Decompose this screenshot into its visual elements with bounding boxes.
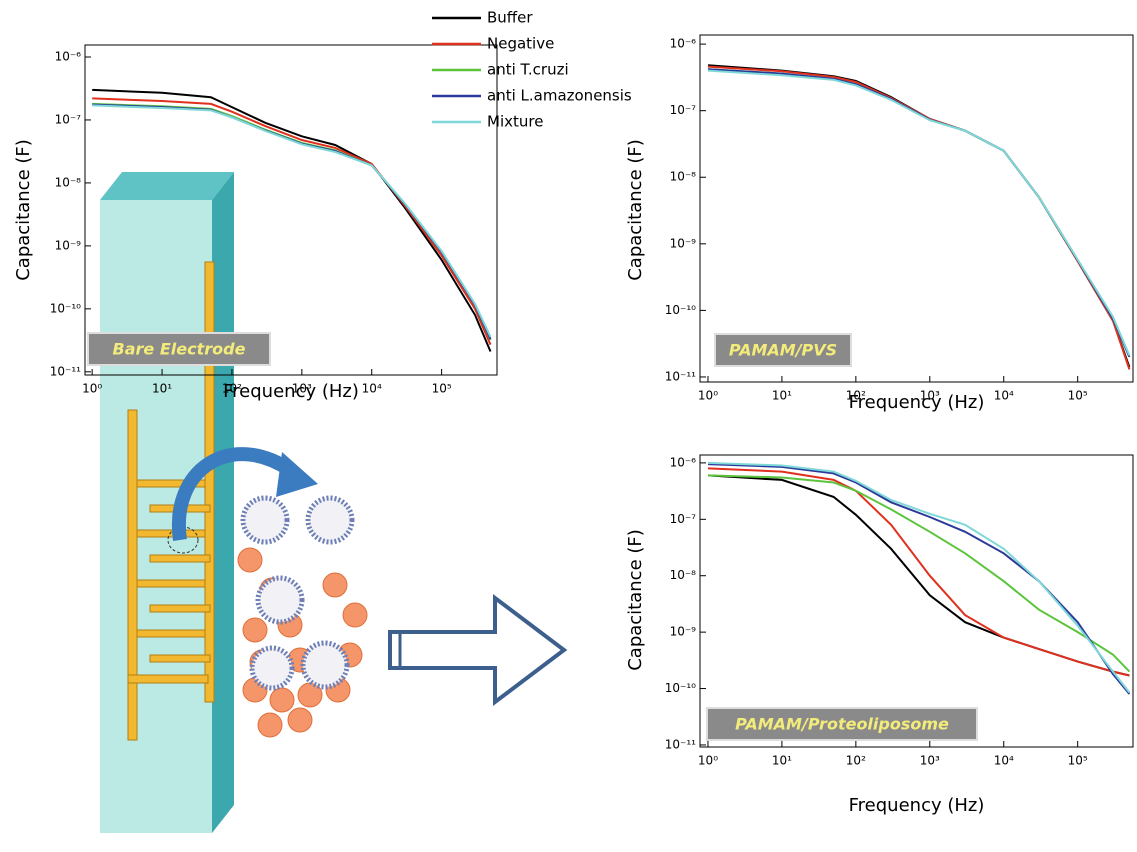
y-axis-title: Capacitance (F): [13, 139, 34, 281]
x-tick-label: 10²: [846, 389, 866, 403]
legend-label: Negative: [487, 35, 554, 53]
hollow-arrow: [388, 593, 568, 707]
x-tick-label: 10⁰: [82, 382, 102, 396]
legend-label: Buffer: [487, 9, 533, 27]
label-box: [706, 707, 978, 741]
y-tick-label: 10⁻⁹: [55, 238, 82, 252]
y-tick-label: 10⁻¹¹: [50, 364, 81, 378]
x-tick-label: 10³: [920, 754, 940, 768]
y-tick-label: 10⁻¹⁰: [665, 303, 696, 317]
series-line: [707, 474, 1131, 673]
x-tick-label: 10¹: [772, 389, 792, 403]
legend-label: anti L.amazonensis: [487, 87, 632, 105]
liposome-cluster: [237, 495, 368, 738]
plot-frame: [84, 44, 498, 376]
curved-arrow: [171, 447, 294, 541]
x-tick-label: 10⁵: [1068, 389, 1088, 403]
label-box: [714, 333, 852, 367]
electrode-illustration: [100, 172, 368, 833]
series-line: [92, 88, 492, 352]
y-axis-title: Capacitance (F): [625, 529, 646, 671]
series-line: [707, 69, 1131, 356]
y-tick-label: 10⁻⁷: [670, 103, 697, 117]
plot-frame: [699, 34, 1134, 383]
x-tick-label: 10⁴: [362, 382, 382, 396]
x-tick-label: 10⁴: [994, 754, 1014, 768]
slab-top: [100, 172, 234, 200]
panel-label: PAMAM/PVS: [729, 341, 837, 360]
series-line: [707, 65, 1131, 370]
x-axis-title: Frequency (Hz): [849, 392, 985, 413]
y-tick-label: 10⁻⁷: [55, 112, 82, 126]
series-line: [707, 463, 1131, 695]
x-tick-label: 10²: [222, 382, 242, 396]
panel-label: PAMAM/Proteoliposome: [735, 715, 949, 734]
x-axis-title: Frequency (Hz): [849, 795, 985, 816]
x-tick-label: 10⁰: [698, 754, 718, 768]
y-tick-label: 10⁻⁸: [55, 175, 82, 189]
y-tick-label: 10⁻⁸: [670, 170, 697, 184]
x-tick-label: 10⁰: [698, 389, 718, 403]
plot-frame: [699, 454, 1134, 748]
y-tick-label: 10⁻¹⁰: [50, 301, 81, 315]
slab-front: [100, 200, 212, 833]
legend-label: Mixture: [487, 113, 543, 131]
y-tick-label: 10⁻⁶: [55, 49, 82, 63]
panel-label: Bare Electrode: [113, 340, 246, 359]
x-tick-label: 10⁴: [994, 389, 1014, 403]
label-box: [87, 332, 271, 366]
curved-arrow-head: [276, 452, 318, 497]
slab-side: [212, 172, 234, 833]
legend-label: anti T.cruzi: [487, 61, 569, 79]
series-line: [707, 461, 1131, 694]
y-tick-label: 10⁻⁶: [670, 37, 697, 51]
y-tick-label: 10⁻⁶: [670, 455, 697, 469]
x-tick-label: 10⁵: [1068, 754, 1088, 768]
y-tick-label: 10⁻¹¹: [665, 737, 696, 751]
x-tick-label: 10³: [920, 389, 940, 403]
x-tick-label: 10¹: [152, 382, 172, 396]
x-tick-label: 10²: [846, 754, 866, 768]
y-axis-title: Capacitance (F): [625, 139, 646, 281]
series-line: [92, 104, 492, 338]
y-tick-label: 10⁻⁹: [670, 625, 697, 639]
x-tick-label: 10⁵: [432, 382, 452, 396]
y-tick-label: 10⁻¹¹: [665, 369, 696, 383]
series-line: [707, 64, 1131, 368]
y-tick-label: 10⁻⁷: [670, 512, 697, 526]
x-tick-label: 10¹: [772, 754, 792, 768]
y-tick-label: 10⁻⁸: [670, 568, 697, 582]
series-line: [707, 474, 1130, 677]
y-tick-label: 10⁻¹⁰: [665, 681, 696, 695]
series-line: [707, 467, 1130, 677]
y-tick-label: 10⁻⁹: [670, 236, 697, 250]
x-tick-label: 10³: [292, 382, 312, 396]
x-axis-title: Frequency (Hz): [223, 381, 359, 402]
series-line: [92, 97, 492, 346]
